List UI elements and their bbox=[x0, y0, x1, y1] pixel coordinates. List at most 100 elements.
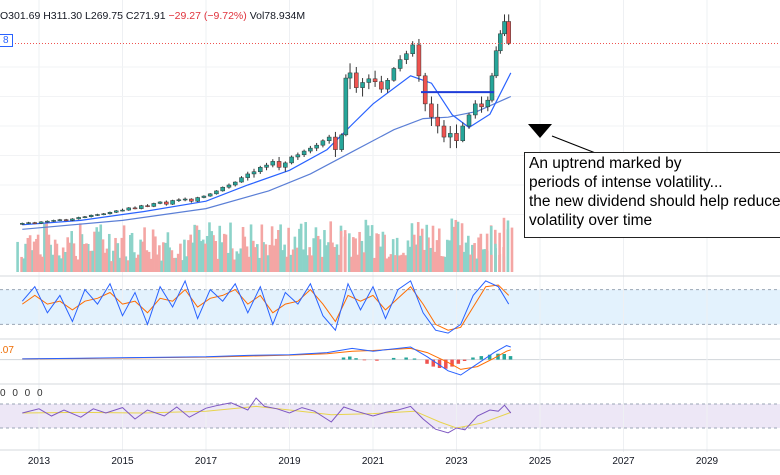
volume-bar-64-0 bbox=[412, 234, 416, 272]
volume-bar-43-2 bbox=[293, 236, 297, 272]
candle-body-71 bbox=[460, 125, 466, 141]
volume-bar-68-0 bbox=[437, 228, 441, 272]
volume-bar-62-2 bbox=[408, 246, 411, 272]
volume-bar-29-2 bbox=[205, 235, 209, 272]
candle-body-55 bbox=[360, 82, 365, 88]
volume-bar-57-1 bbox=[373, 257, 376, 272]
macd-hist-1 bbox=[348, 356, 352, 360]
candle-body-44 bbox=[295, 154, 301, 158]
volume-bar-67-2 bbox=[439, 255, 443, 272]
macd-hist-6 bbox=[404, 357, 408, 360]
volume-bar-10-1 bbox=[82, 244, 86, 272]
macd-hist-9 bbox=[431, 359, 436, 367]
candle-body-38 bbox=[258, 167, 263, 172]
volume-bar-2-1 bbox=[32, 241, 36, 272]
volume-bar-20-1 bbox=[145, 250, 149, 272]
candle-body-43 bbox=[289, 156, 294, 164]
volume-bar-15-0 bbox=[110, 261, 113, 272]
volume-bar-27-0 bbox=[185, 256, 188, 272]
volume-bar-35-1 bbox=[239, 248, 243, 272]
volume-bar-48-2 bbox=[324, 245, 328, 272]
volume-bar-69-2 bbox=[452, 226, 455, 272]
candle-body-25 bbox=[176, 199, 182, 201]
volume-bar-28-2 bbox=[199, 241, 203, 272]
volume-bar-51-0 bbox=[335, 244, 339, 272]
candle-body-80 bbox=[506, 21, 511, 44]
volume-bar-32-2 bbox=[224, 234, 228, 272]
volume-bar-60-1 bbox=[391, 239, 395, 272]
volume-bar-19-0 bbox=[135, 257, 138, 272]
annotation-line-2: periods of intense volatility... bbox=[529, 174, 723, 191]
volume-bar-44-2 bbox=[299, 223, 303, 272]
volume-bar-56-2 bbox=[370, 225, 374, 272]
volume-bar-26-2 bbox=[187, 240, 190, 272]
volume-bar-11-0 bbox=[85, 243, 88, 272]
candle-body-75 bbox=[485, 99, 491, 108]
x-tick-2015: 2015 bbox=[111, 456, 134, 467]
volume-bar-22-1 bbox=[158, 245, 161, 272]
volume-bar-69-1 bbox=[448, 240, 451, 272]
volume-bar-63-1 bbox=[410, 223, 414, 272]
candle-body-40 bbox=[270, 161, 276, 166]
volume-bar-75-0 bbox=[481, 249, 485, 272]
volume-bar-72-2 bbox=[471, 244, 474, 272]
volume-bar-19-1 bbox=[139, 239, 142, 272]
volume-bar-0-1 bbox=[20, 256, 23, 272]
candle-body-12 bbox=[95, 214, 100, 216]
volume-bar-42-0 bbox=[279, 224, 282, 272]
x-tick-2017: 2017 bbox=[195, 456, 218, 467]
volume-bar-35-2 bbox=[243, 236, 247, 272]
volume-bar-36-2 bbox=[249, 224, 253, 272]
volume-bar-28-0 bbox=[191, 242, 195, 272]
volume-bar-46-1 bbox=[308, 247, 311, 272]
candle-body-56 bbox=[366, 78, 372, 83]
volume-bar-33-2 bbox=[230, 248, 234, 272]
volume-bar-19-2 bbox=[143, 227, 146, 272]
candle-body-14 bbox=[107, 212, 113, 215]
volume-bar-5-2 bbox=[55, 243, 59, 272]
candle-body-53 bbox=[347, 72, 353, 79]
volume-bar-8-1 bbox=[70, 231, 73, 272]
volume-bar-59-0 bbox=[381, 231, 385, 272]
candle-body-72 bbox=[466, 114, 472, 127]
volume-bar-72-0 bbox=[463, 251, 466, 272]
candle-body-68 bbox=[441, 125, 447, 138]
volume-bar-18-1 bbox=[133, 252, 136, 272]
volume-bar-13-2 bbox=[105, 248, 109, 272]
volume-bar-56-1 bbox=[366, 225, 370, 272]
candle-body-26 bbox=[182, 198, 188, 201]
volume-bar-65-1 bbox=[423, 249, 426, 272]
volume-bar-44-1 bbox=[295, 247, 299, 272]
volume-bar-16-1 bbox=[120, 237, 124, 272]
volume-bar-37-2 bbox=[256, 244, 259, 272]
volume-bar-72-1 bbox=[467, 235, 470, 272]
volume-bar-65-0 bbox=[419, 235, 422, 272]
volume-bar-45-2 bbox=[306, 255, 309, 272]
volume-bar-63-2 bbox=[414, 244, 418, 272]
volume-bar-34-0 bbox=[229, 222, 232, 272]
volume-bar-42-2 bbox=[287, 227, 290, 272]
volume-bar-9-0 bbox=[72, 243, 76, 272]
candle-body-16 bbox=[120, 209, 125, 212]
volume-bar-60-0 bbox=[387, 256, 391, 272]
volume-bar-4-0 bbox=[41, 256, 44, 272]
price-scale-badge: 8 bbox=[0, 34, 13, 47]
volume-bar-33-0 bbox=[222, 233, 226, 272]
volume-bar-54-1 bbox=[354, 238, 357, 272]
volume-bar-41-2 bbox=[281, 250, 284, 272]
rsi-band bbox=[0, 404, 780, 428]
candle-body-2 bbox=[32, 222, 38, 224]
volume-bar-70-1 bbox=[454, 219, 458, 272]
candle-body-77 bbox=[493, 50, 499, 77]
candle-body-50 bbox=[333, 136, 338, 150]
volume-bar-54-0 bbox=[350, 256, 353, 272]
candle-body-45 bbox=[301, 150, 307, 156]
candle-body-31 bbox=[214, 190, 219, 195]
volume-bar-47-1 bbox=[314, 227, 318, 272]
volume-bar-73-0 bbox=[469, 254, 472, 272]
volume-bar-28-1 bbox=[195, 225, 199, 272]
volume-bar-0-2 bbox=[24, 243, 27, 272]
candle-body-74 bbox=[479, 103, 484, 108]
volume-bar-22-0 bbox=[154, 236, 157, 272]
volume-bar-17-1 bbox=[126, 260, 130, 272]
